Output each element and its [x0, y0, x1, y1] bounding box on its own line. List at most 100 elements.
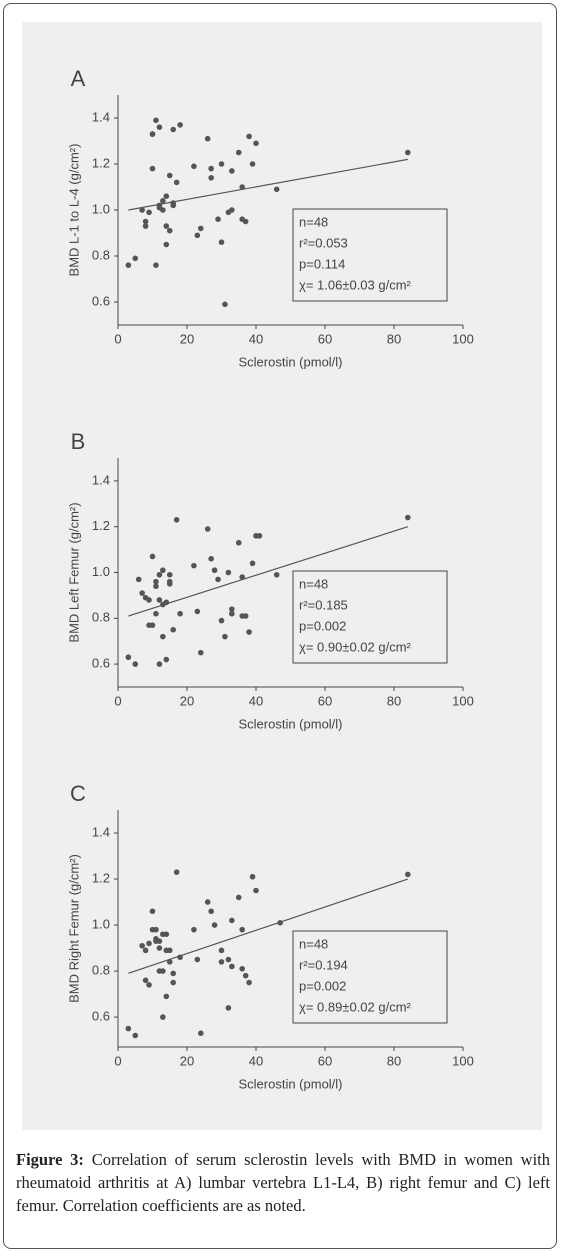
point [153, 117, 159, 124]
x-axis-label: Sclerostin (pmol/l) [238, 354, 342, 369]
point [405, 149, 411, 156]
point [177, 610, 183, 617]
point [204, 899, 211, 905]
point [135, 576, 142, 583]
annotation: χ= 0.90±0.02 g/cm² [299, 639, 412, 654]
point [273, 571, 280, 578]
point [204, 135, 211, 142]
point [218, 161, 225, 167]
point [153, 926, 159, 933]
point [198, 649, 204, 656]
point [160, 207, 166, 213]
y-tick-label: 1.2 [92, 870, 110, 885]
point [239, 926, 245, 933]
point [191, 926, 197, 933]
y-tick-label: 1.2 [92, 155, 110, 170]
annotation: χ= 0.89±0.02 g/cm² [299, 999, 412, 1014]
point [139, 207, 145, 213]
y-tick-label: 0.8 [92, 963, 110, 978]
point [405, 871, 411, 878]
y-tick-label: 1.0 [92, 564, 110, 579]
point [142, 947, 149, 954]
fit-line [128, 878, 408, 974]
x-tick-label: 0 [114, 331, 121, 346]
point [156, 938, 163, 944]
y-axis-label: BMD Right Femur (g/cm²) [66, 854, 81, 1003]
point [194, 232, 201, 239]
point [249, 560, 256, 567]
point [246, 133, 252, 140]
point [246, 979, 252, 986]
caption-label: Figure 3: [16, 1150, 84, 1169]
point [139, 590, 145, 596]
x-tick-label: 40 [249, 1053, 263, 1068]
point [211, 567, 218, 574]
point [149, 908, 156, 915]
x-tick-label: 60 [318, 1053, 332, 1068]
y-tick-label: 1.0 [92, 916, 110, 931]
caption: Figure 3: Correlation of serum sclerosti… [16, 1148, 550, 1217]
point [160, 567, 166, 574]
point [125, 1025, 132, 1032]
point [163, 241, 170, 248]
x-tick-label: 20 [180, 1053, 194, 1068]
point [253, 887, 259, 894]
point [229, 917, 235, 924]
point [156, 661, 163, 667]
point [256, 533, 263, 539]
x-tick-label: 80 [387, 1053, 401, 1068]
x-tick-label: 80 [387, 693, 401, 708]
point [166, 172, 173, 179]
point [218, 959, 225, 965]
point [156, 571, 163, 578]
annotation: p=0.114 [299, 256, 345, 271]
x-tick-label: 40 [249, 693, 263, 708]
panel-label: B [71, 429, 86, 454]
point [229, 606, 235, 612]
point [153, 578, 159, 585]
point [239, 184, 245, 190]
point [132, 1032, 139, 1039]
point [149, 131, 156, 137]
point [242, 613, 249, 619]
point [222, 633, 228, 640]
point [204, 526, 211, 532]
point [163, 193, 170, 199]
x-tick-label: 100 [452, 331, 474, 346]
point [208, 555, 214, 562]
point [208, 908, 214, 915]
y-tick-label: 0.8 [92, 610, 110, 625]
point [146, 982, 152, 988]
annotation: r²=0.194 [299, 957, 348, 972]
y-tick-label: 1.0 [92, 201, 110, 216]
point [166, 959, 173, 965]
point [166, 571, 173, 578]
point [160, 198, 166, 204]
point [173, 517, 180, 523]
point [215, 576, 221, 583]
annotation-box [292, 570, 448, 664]
panel-label: C [70, 781, 86, 806]
point [273, 186, 280, 193]
fit-line [128, 526, 408, 617]
point [229, 610, 235, 617]
x-tick-label: 20 [180, 693, 194, 708]
annotation-box [292, 930, 448, 1024]
point [160, 968, 166, 974]
point [177, 122, 183, 128]
point [132, 255, 139, 262]
x-tick-label: 100 [452, 693, 474, 708]
point [125, 262, 132, 269]
point [146, 209, 152, 216]
point [142, 223, 149, 229]
frame [3, 3, 557, 1249]
point [229, 168, 235, 174]
point [194, 608, 201, 615]
point [156, 945, 163, 951]
x-tick-label: 60 [318, 331, 332, 346]
point [246, 629, 252, 635]
point [235, 149, 242, 156]
annotation: n=48 [299, 214, 328, 229]
point [170, 970, 176, 977]
